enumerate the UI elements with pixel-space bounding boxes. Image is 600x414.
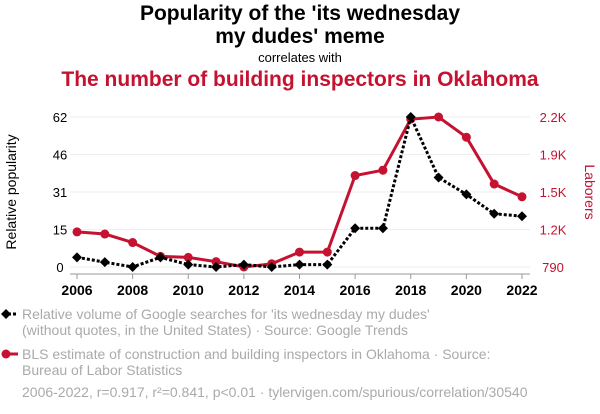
x-tick-label: 2008 — [117, 282, 148, 298]
footer: 2006-2022, r=0.917, r²=0.841, p<0.01 · t… — [22, 384, 528, 400]
chart-title: Popularity of the 'its wednesday my dudes… — [0, 2, 600, 48]
x-tick-label: 2014 — [284, 282, 315, 298]
x-tick-label: 2006 — [61, 282, 92, 298]
series-bls-point — [461, 132, 471, 142]
y-right-tick-label: 1.9K — [540, 148, 567, 163]
y-right-axis-label: Laborers — [582, 164, 598, 219]
series-bls-point — [378, 165, 388, 175]
series-bls-point — [350, 171, 360, 181]
second-title: The number of building inspectors in Okl… — [61, 68, 539, 91]
y-left-axis-label: Relative popularity — [3, 134, 19, 249]
legend-text: Bureau of Labor Statistics — [22, 362, 183, 378]
series-google-point — [377, 223, 388, 234]
x-tick-label: 2022 — [506, 282, 537, 298]
y-right-tick-label: 2.2K — [540, 110, 567, 125]
series-google-point — [155, 252, 166, 263]
x-tick-label: 2020 — [451, 282, 482, 298]
series-bls-point — [322, 247, 332, 257]
series-google-point — [322, 259, 333, 270]
y-right-tick-label: 790 — [542, 260, 564, 275]
series-bls-point — [295, 247, 304, 257]
series-google-point — [517, 211, 527, 222]
x-tick-label: 2016 — [340, 282, 371, 298]
series-google-point — [99, 257, 110, 268]
legend-marker-google-diamond — [1, 309, 11, 319]
series-bls-point — [72, 227, 82, 237]
series-bls-point — [183, 252, 193, 262]
correlates-with: correlates with — [258, 50, 342, 65]
series-google-point — [183, 259, 194, 270]
series-google-point — [294, 259, 305, 270]
y-left-tick-label: 0 — [56, 260, 63, 275]
series-google-point — [461, 189, 472, 200]
series-google-point — [266, 262, 277, 272]
legend-text: (without quotes, in the United States) ·… — [22, 322, 408, 338]
series-google-point — [350, 223, 361, 234]
title-line-2: my dudes' meme — [215, 25, 385, 48]
series-google-point — [489, 208, 500, 219]
series-bls-point — [517, 192, 527, 202]
series-bls-point — [489, 179, 499, 189]
series-bls-point — [434, 112, 444, 122]
legend-marker-bls-dot — [1, 349, 11, 359]
series-google-point — [238, 259, 249, 270]
y-left-tick-label: 46 — [53, 148, 67, 163]
title-line-1: Popularity of the 'its wednesday — [139, 2, 461, 25]
series-bls-point — [100, 229, 110, 239]
series-google-point — [405, 112, 416, 122]
series-bls-point — [211, 257, 221, 267]
series-google-point — [211, 262, 222, 272]
y-left-tick-label: 31 — [53, 185, 67, 200]
legend-item-google: Relative volume of Google searches for '… — [22, 306, 430, 338]
y-right-tick-label: 1.5K — [540, 185, 567, 200]
series-google-point — [72, 252, 82, 263]
legend-item-bls: BLS estimate of construction and buildin… — [22, 346, 490, 378]
series-bls-point — [128, 238, 138, 248]
y-left-tick-label: 62 — [53, 110, 67, 125]
series-google-point — [433, 172, 444, 183]
series-google-point — [127, 262, 138, 272]
legend-text: BLS estimate of construction and buildin… — [22, 346, 491, 362]
y-left-tick-label: 15 — [53, 223, 67, 238]
x-tick-label: 2010 — [173, 282, 204, 298]
x-tick-label: 2018 — [395, 282, 426, 298]
x-tick-label: 2012 — [228, 282, 259, 298]
y-right-tick-label: 1.2K — [540, 223, 567, 238]
legend-text: Relative volume of Google searches for '… — [22, 306, 430, 322]
